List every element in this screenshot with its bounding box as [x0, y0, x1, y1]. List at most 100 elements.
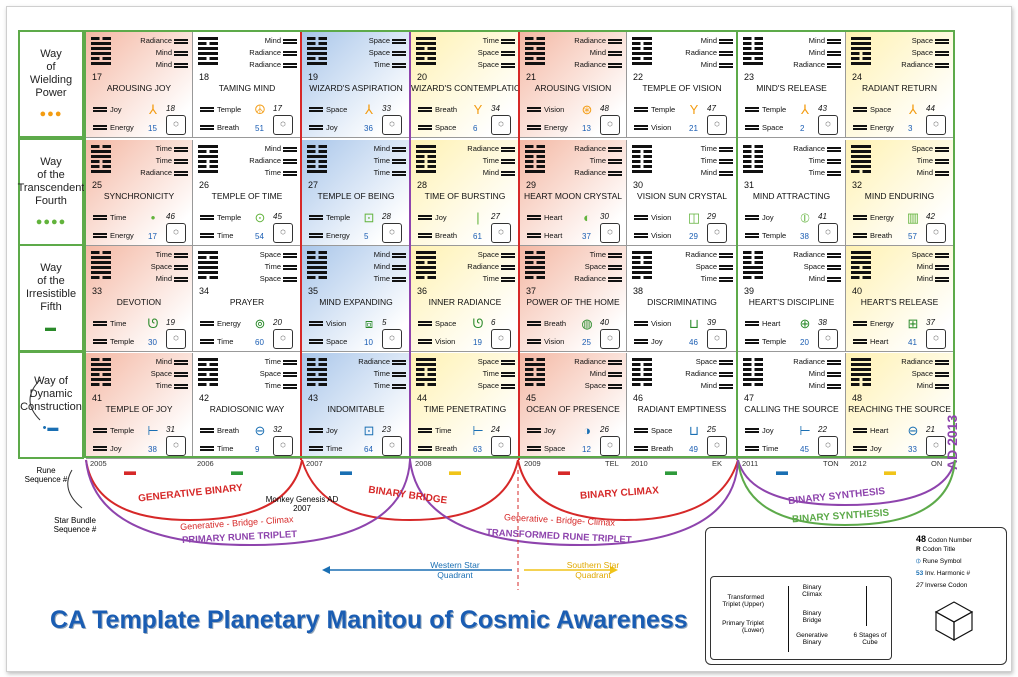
codon-cell[interactable]: 32 Space Time Mind MIND ENDURING Energy Breath…: [846, 140, 954, 246]
bigram-row: Vision: [632, 231, 671, 240]
inverse-codon-number: 46: [166, 212, 175, 221]
trigram-line-label: Space: [477, 381, 499, 391]
codon-cell[interactable]: 33 Time Space Mind DEVOTION Time Temple ᘎ 19 30 ⬡: [86, 246, 193, 352]
year-label: 2010: [631, 459, 648, 468]
star-bundle-glyph-icon: ▬: [776, 464, 788, 478]
inverse-codon-number: 45: [273, 212, 282, 221]
codon-title: HEART'S RELEASE: [860, 297, 939, 307]
codon-cell[interactable]: 24 Space Space Radiance RADIANT RETURN Space E…: [846, 32, 954, 138]
trigram-line-label: Radiance: [140, 168, 172, 178]
codon-cell[interactable]: 29 Radiance Time Radiance HEART MOON CRYSTAL…: [520, 140, 627, 246]
trigram-lines: Space Time Mind: [912, 143, 949, 179]
codon-cell[interactable]: 46 Space Radiance Mind RADIANT EMPTINESS Spac…: [627, 353, 738, 459]
codon-cell[interactable]: 45 Radiance Mind Space OCEAN OF PRESENCE Joy S…: [520, 353, 627, 459]
codon-cube-icon: ⬡: [707, 115, 727, 135]
codon-cell[interactable]: 42 Time Space Time RADIOSONIC WAY Breath Time ⊖…: [193, 353, 302, 459]
bigram-icon: [174, 383, 188, 390]
codon-cell[interactable]: 43 Radiance Time Time INDOMITABLE Joy Time ⊡ 23 6…: [302, 353, 411, 459]
bigram-icon: [200, 124, 214, 131]
codon-cell[interactable]: 41 Mind Space Time TEMPLE OF JOY Temple Joy ⊢ 31…: [86, 353, 193, 459]
star-bundle-glyph-icon: ▬: [884, 464, 896, 478]
inv-harmonic-number: 60: [255, 338, 264, 347]
bigram-icon: [853, 232, 867, 239]
codon-cell[interactable]: 28 Radiance Time Mind TIME OF BURSTING Joy Bre…: [411, 140, 520, 246]
southern-arrowhead: [610, 566, 618, 574]
hexagram-icon: [198, 358, 218, 388]
bigram-icon: [392, 62, 406, 69]
codon-cell[interactable]: 17 Radiance Mind Mind AROUSING JOY Joy Energy ⅄…: [86, 32, 193, 138]
cube-icon: [934, 601, 974, 642]
bigram-icon: [608, 38, 622, 45]
bigram-icon: [719, 276, 733, 283]
codon-cell[interactable]: 22 Mind Radiance Mind TEMPLE OF VISION Temple…: [627, 32, 738, 138]
rune-icon: ⊢: [472, 423, 484, 438]
bigram-row: Temple: [91, 337, 134, 346]
codon-cell[interactable]: 48 Radiance Space Mind REACHING THE SOURCE He…: [846, 353, 954, 459]
bigram-row: Space: [743, 123, 783, 132]
hexagram-icon: [91, 358, 111, 388]
codon-cell[interactable]: 38 Radiance Space Time DISCRIMINATING Vision J…: [627, 246, 738, 352]
codon-number: 27: [308, 180, 319, 190]
trigram-lines: Radiance Mind Radiance: [574, 35, 622, 71]
codon-cell[interactable]: 39 Radiance Space Mind HEART'S DISCIPLINE Hea…: [738, 246, 846, 352]
bigram-row: Time: [91, 319, 126, 328]
inv-harmonic-number: 20: [800, 338, 809, 347]
codon-cell[interactable]: 37 Time Space Radiance POWER OF THE HOME Brea…: [520, 246, 627, 352]
bigram-row: Joy: [743, 213, 774, 222]
codon-title: PRAYER: [229, 297, 265, 307]
bigram-row: Space: [416, 319, 456, 328]
codon-cell[interactable]: 31 Radiance Time Time MIND ATTRACTING Joy Temp…: [738, 140, 846, 246]
legend-codon-title: R Codon Title: [916, 546, 956, 553]
bigram-icon: [719, 371, 733, 378]
bigram-icon: [827, 359, 841, 366]
bigram-row: Joy: [525, 426, 556, 435]
trigram-line-label: Radiance: [467, 262, 499, 272]
bigram-icon: [174, 170, 188, 177]
codon-cell[interactable]: 20 Time Space Space WIZARD'S CONTEMPLATION Br…: [411, 32, 520, 138]
year-label: 2009: [524, 459, 541, 468]
row-dots-icon: ▬: [45, 321, 57, 334]
codon-cell[interactable]: 23 Mind Mind Radiance MIND'S RELEASE Temple Sp…: [738, 32, 846, 138]
bigram-row: Breath: [198, 123, 239, 132]
row-label-line: Fourth: [35, 194, 67, 207]
codon-cell[interactable]: 36 Space Radiance Time INNER RADIANCE Space Vi…: [411, 246, 520, 352]
bigram-icon: [200, 214, 214, 221]
bigram-icon: [745, 124, 759, 131]
bigram-row: Energy: [851, 123, 894, 132]
codon-cell[interactable]: 19 Space Space Time WIZARD'S ASPIRATION Space…: [302, 32, 411, 138]
codon-cube-icon: ⬡: [926, 329, 946, 349]
bigram-icon: [418, 338, 432, 345]
hexagram-icon: [91, 145, 111, 175]
codon-title: RADIOSONIC WAY: [209, 404, 285, 414]
codon-cell[interactable]: 27 Mind Time Time TEMPLE OF BEING Temple Energ…: [302, 140, 411, 246]
rune-icon: ⊞: [907, 316, 919, 331]
bigram-icon: [283, 276, 297, 283]
bigram-row: Vision: [525, 337, 564, 346]
trigram-line-label: Mind: [700, 168, 717, 178]
rune-icon: Y: [689, 102, 699, 117]
codon-cube-icon: ⬡: [382, 223, 402, 243]
rune-icon: ☮: [254, 102, 266, 117]
rune-pointer: [29, 379, 41, 421]
codon-cell[interactable]: 18 Mind Radiance Radiance TAMING MIND Temple B…: [193, 32, 302, 138]
codon-cell[interactable]: 26 Mind Radiance Time TEMPLE OF TIME Temple Ti…: [193, 140, 302, 246]
bigram-icon: [309, 320, 323, 327]
bigram-icon: [634, 214, 648, 221]
row-label-line: Way of: [34, 375, 68, 387]
codon-cell[interactable]: 35 Mind Mind Time MIND EXPANDING Vision Space ⧈…: [302, 246, 411, 352]
codon-cube-icon: ⬡: [382, 115, 402, 135]
codon-cell[interactable]: 21 Radiance Mind Radiance AROUSING VISION Vis…: [520, 32, 627, 138]
codon-cell[interactable]: 30 Time Time Mind VISION SUN CRYSTAL Vision Vi…: [627, 140, 738, 246]
codon-cell[interactable]: 44 Space Time Space TIME PENETRATING Time Brea…: [411, 353, 520, 459]
codon-cell[interactable]: 47 Radiance Mind Mind CALLING THE SOURCE Joy T…: [738, 353, 846, 459]
codon-cell[interactable]: 34 Space Time Space PRAYER Energy Time ⊚ 20 60 ⬡: [193, 246, 302, 352]
inverse-codon-number: 23: [382, 425, 391, 434]
bigram-icon: [392, 359, 406, 366]
trigram-line-label: Radiance: [901, 60, 933, 70]
bigram-icon: [309, 106, 323, 113]
bigram-icon: [200, 232, 214, 239]
bigram-label: Joy: [110, 105, 122, 114]
star-bundle-glyph-icon: ▬: [231, 464, 243, 478]
legend-arrow-2: [866, 586, 867, 626]
codon-cell[interactable]: 25 Time Time Radiance SYNCHRONICITY Time Energ…: [86, 140, 193, 246]
